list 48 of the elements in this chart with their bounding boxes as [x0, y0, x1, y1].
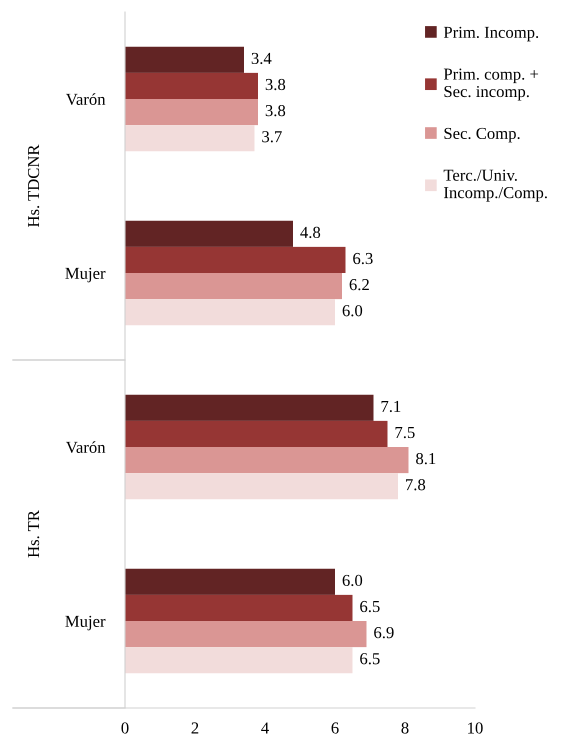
- bar: [125, 220, 293, 247]
- legend-label: Prim. Incomp.: [444, 26, 538, 42]
- bar: [125, 99, 258, 126]
- data-label: 3.8: [266, 104, 286, 116]
- data-label: 7.8: [406, 479, 426, 490]
- data-label: 6.5: [360, 600, 380, 612]
- data-label: 7.1: [382, 400, 400, 412]
- y-tick-label: Varón: [66, 93, 106, 106]
- data-label: 6.9: [374, 627, 394, 638]
- bar: [125, 394, 374, 421]
- text: Hs. TR: [28, 510, 40, 558]
- bar: [125, 46, 244, 73]
- x-tick-label: 6: [332, 722, 339, 734]
- bar: [125, 568, 335, 595]
- x-tick-label: 8: [401, 722, 409, 734]
- data-label: 6.0: [342, 574, 362, 586]
- data-label: 3.7: [262, 131, 282, 142]
- bar: [125, 273, 342, 300]
- data-label: 6.0: [342, 305, 362, 316]
- legend-label: Sec. Comp.: [444, 128, 520, 142]
- bar: [125, 473, 398, 500]
- bar: [125, 594, 352, 621]
- bar: [125, 621, 366, 648]
- bar: [125, 72, 258, 99]
- data-label: 4.8: [300, 226, 320, 238]
- bar: [125, 246, 346, 273]
- y-tick-label: Mujer: [65, 616, 106, 630]
- y-tick-label: Varón: [66, 441, 106, 454]
- bar: [125, 447, 408, 474]
- data-label: 6.2: [350, 279, 369, 290]
- data-label: 6.3: [353, 252, 373, 264]
- bar: [125, 299, 335, 326]
- bar: [125, 125, 254, 152]
- bar: [125, 420, 388, 447]
- bar: [125, 647, 352, 674]
- x-tick-label: 10: [468, 722, 483, 734]
- data-label: 3.8: [266, 78, 286, 90]
- data-label: 7.5: [396, 427, 415, 438]
- data-label: 6.5: [360, 653, 380, 664]
- y-tick-label: Mujer: [65, 268, 106, 282]
- x-tick-label: 2: [192, 722, 198, 734]
- text: Hs. TDCNR: [28, 144, 40, 228]
- data-label: 8.1: [416, 452, 436, 464]
- x-tick-label: 4: [261, 722, 269, 734]
- legend-label: Prim. comp. + Sec. incomp.: [444, 68, 538, 101]
- data-label: 3.4: [252, 52, 272, 64]
- legend-label: Terc./Univ. Incomp./Comp.: [444, 170, 547, 202]
- x-tick-label: 0: [121, 722, 129, 734]
